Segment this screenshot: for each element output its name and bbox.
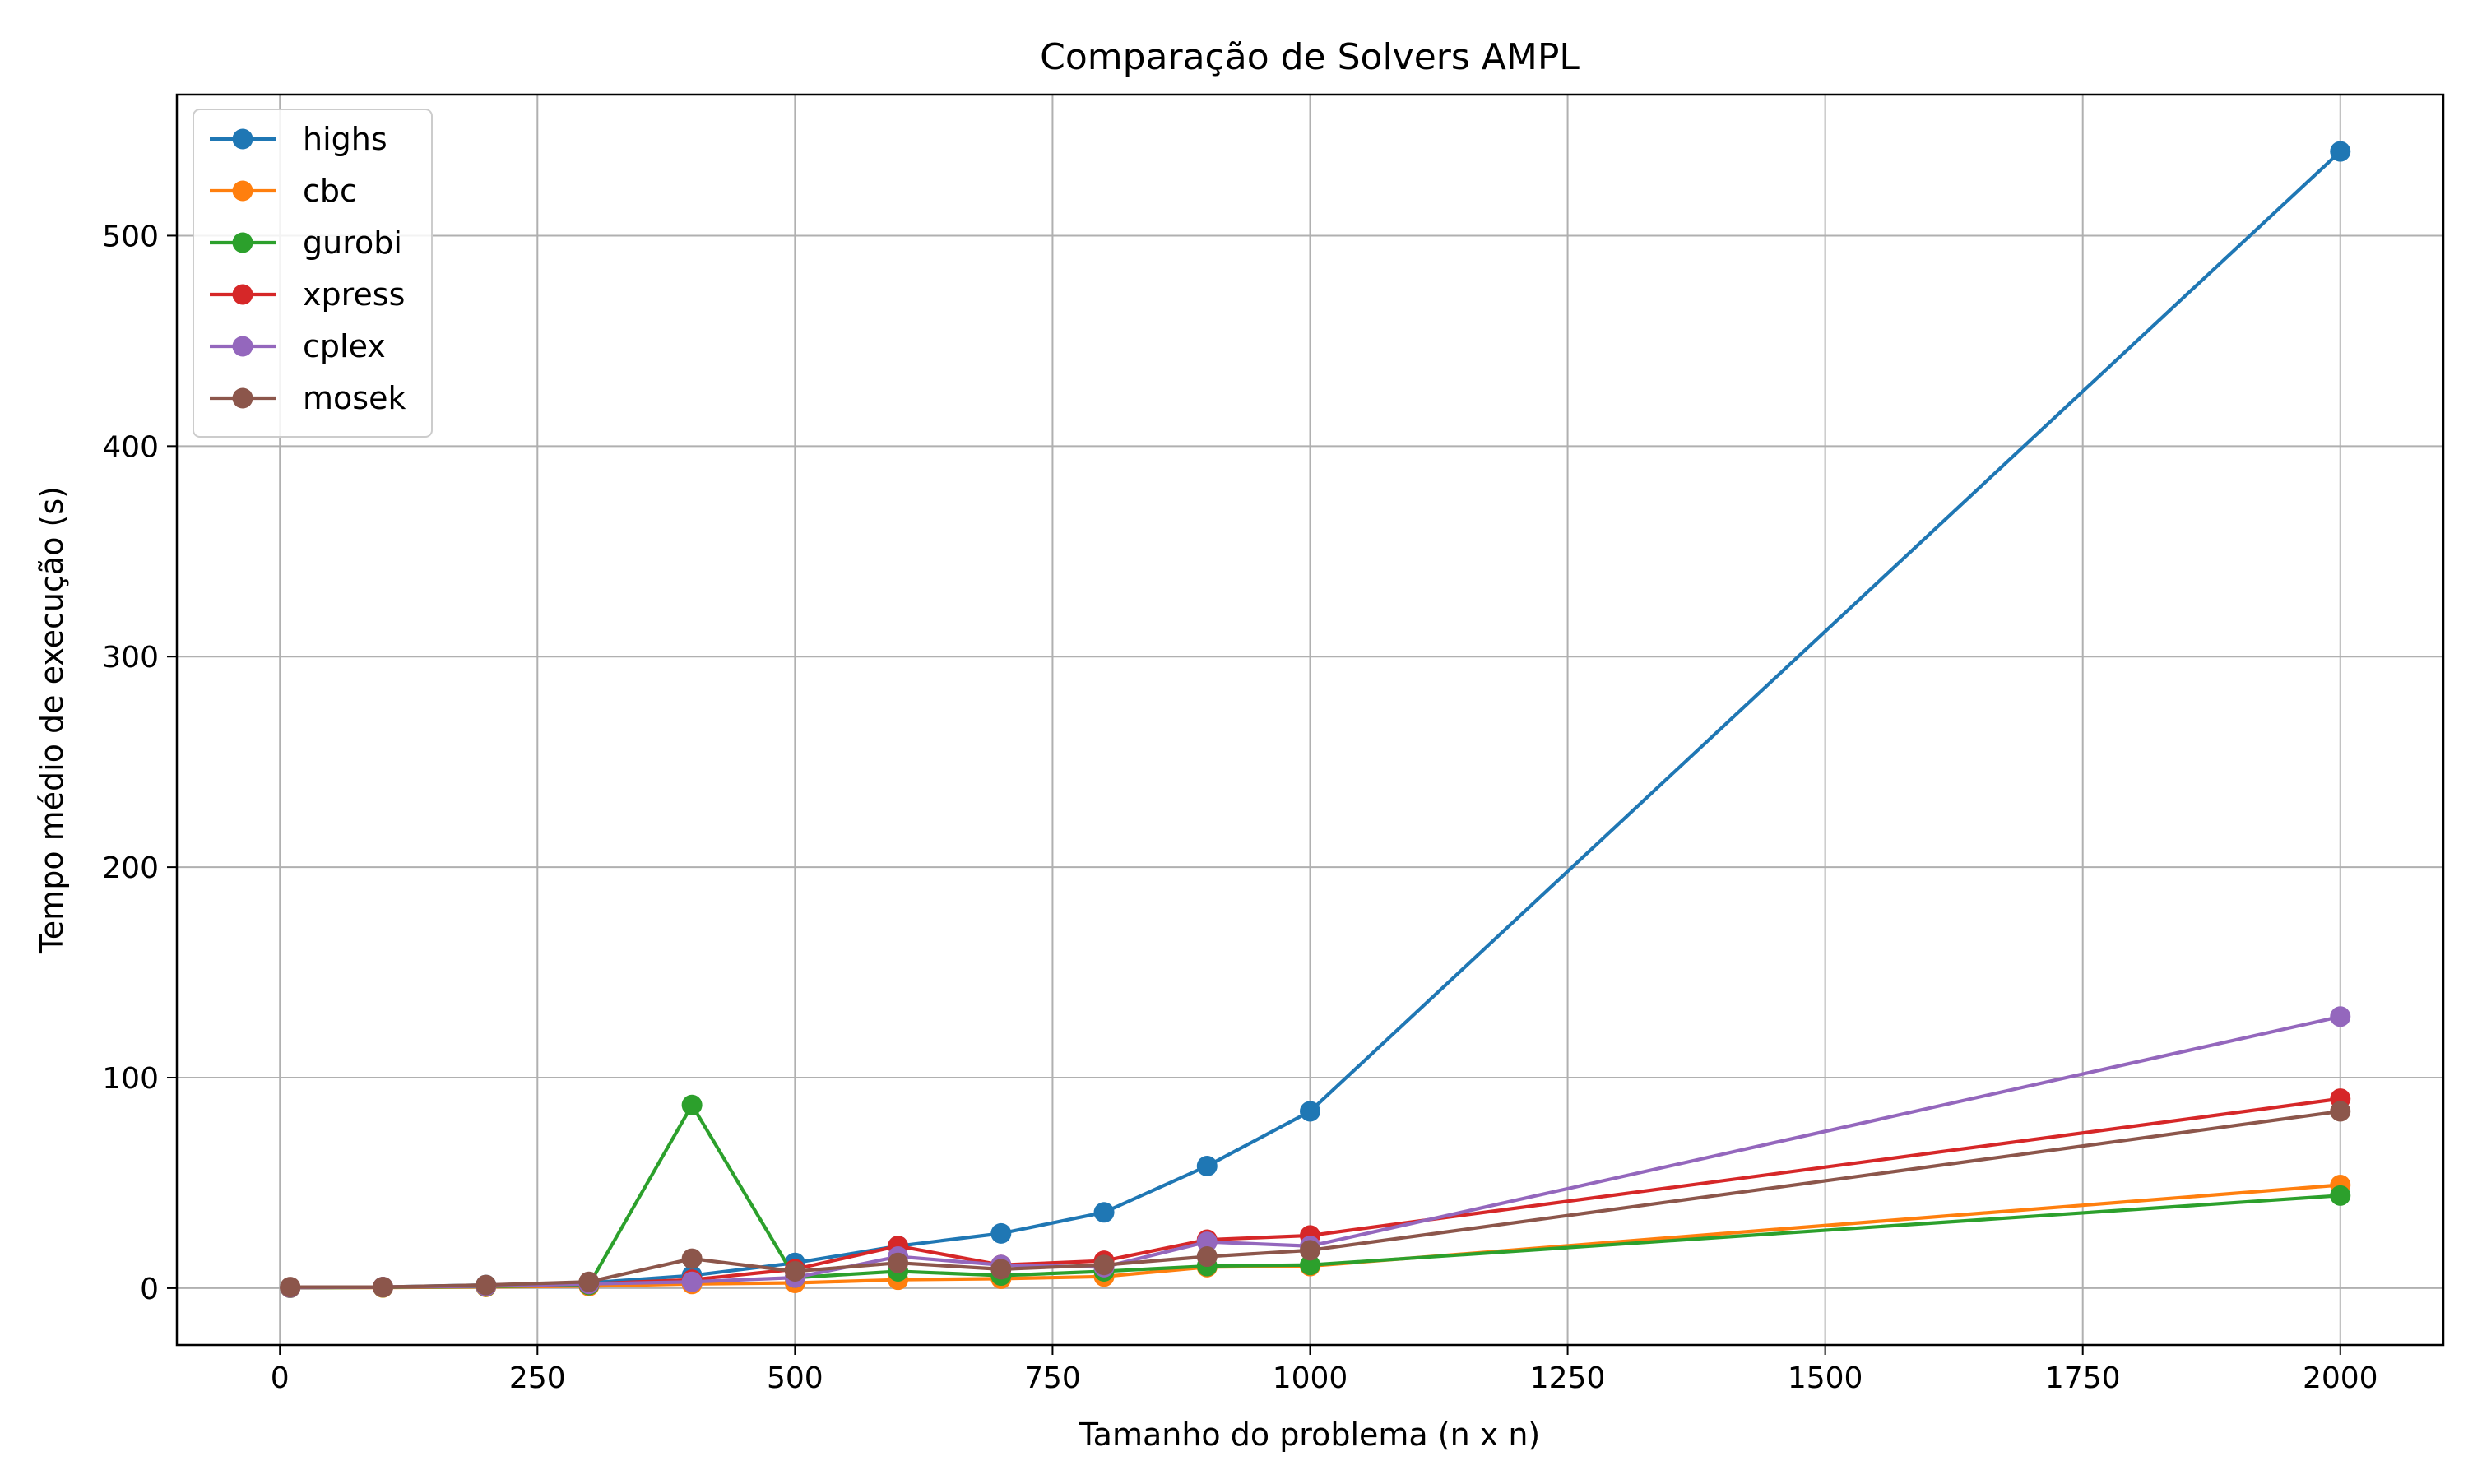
data-point-gurobi — [681, 1094, 703, 1115]
data-point-gurobi — [2330, 1185, 2351, 1206]
legend-label-cbc: cbc — [303, 173, 357, 209]
legend: highs cbc gurobi xpress cplex mosek — [193, 109, 433, 438]
y-tick-label: 100 — [102, 1062, 159, 1096]
x-tick-label: 750 — [1024, 1361, 1081, 1395]
legend-label-gurobi: gurobi — [303, 225, 402, 261]
y-axis-label: Tempo médio de execução (s) — [34, 486, 70, 954]
data-point-highs — [990, 1222, 1012, 1244]
data-point-mosek — [784, 1260, 805, 1282]
legend-label-highs: highs — [303, 121, 387, 157]
legend-item-gurobi: gurobi — [210, 225, 402, 261]
data-point-mosek — [280, 1277, 301, 1298]
y-tick-label: 300 — [102, 641, 159, 675]
legend-marker-mosek — [232, 387, 253, 409]
data-point-mosek — [681, 1248, 703, 1269]
data-point-mosek — [1300, 1240, 1320, 1261]
x-tick-label: 0 — [271, 1361, 290, 1395]
legend-marker-gurobi — [232, 232, 253, 253]
y-tick-label: 200 — [102, 851, 159, 885]
legend-marker-xpress — [232, 284, 253, 305]
y-tick-label: 0 — [140, 1273, 159, 1306]
data-point-cplex — [1196, 1231, 1218, 1253]
data-point-cplex — [681, 1271, 703, 1292]
data-point-mosek — [888, 1252, 909, 1273]
data-point-gurobi — [1300, 1254, 1320, 1276]
x-tick-label: 250 — [509, 1361, 566, 1395]
legend-label-mosek: mosek — [303, 380, 406, 416]
legend-marker-cbc — [232, 180, 253, 202]
y-tick-label: 400 — [102, 430, 159, 464]
legend-marker-highs — [232, 128, 253, 150]
legend-label-xpress: xpress — [303, 276, 405, 313]
data-point-mosek — [578, 1271, 600, 1292]
x-tick-label: 1250 — [1530, 1361, 1606, 1395]
legend-marker-cplex — [232, 336, 253, 357]
axis-ticks: 0 250 500 750 1000 1250 1500 1750 2000 0 100 200 300… — [102, 220, 2378, 1395]
chart-title: Comparação de Solvers AMPL — [1040, 36, 1580, 78]
legend-item-cbc: cbc — [210, 173, 357, 209]
x-tick-label: 2000 — [2303, 1361, 2378, 1395]
data-point-mosek — [372, 1277, 393, 1298]
legend-item-mosek: mosek — [210, 380, 406, 416]
x-tick-label: 1500 — [1788, 1361, 1863, 1395]
series-mosek — [280, 1101, 2351, 1298]
data-point-highs — [1300, 1101, 1320, 1122]
x-axis-label: Tamanho do problema (n x n) — [1079, 1417, 1541, 1453]
legend-item-xpress: xpress — [210, 276, 405, 313]
series-line-mosek — [290, 1109, 2341, 1289]
data-point-highs — [1196, 1155, 1218, 1176]
data-point-highs — [1093, 1202, 1115, 1223]
data-point-mosek — [2330, 1101, 2351, 1122]
x-tick-label: 500 — [767, 1361, 823, 1395]
data-point-cplex — [2330, 1006, 2351, 1027]
legend-label-cplex: cplex — [303, 328, 386, 364]
x-tick-label: 1750 — [2045, 1361, 2121, 1395]
data-point-mosek — [1196, 1246, 1218, 1268]
x-tick-label: 1000 — [1273, 1361, 1348, 1395]
data-point-mosek — [476, 1274, 497, 1296]
data-point-mosek — [1093, 1254, 1115, 1276]
data-point-mosek — [990, 1259, 1012, 1280]
data-point-highs — [2330, 141, 2351, 162]
legend-item-highs: highs — [210, 121, 387, 157]
y-tick-label: 500 — [102, 220, 159, 253]
series-group — [280, 141, 2351, 1298]
legend-item-cplex: cplex — [210, 328, 386, 364]
